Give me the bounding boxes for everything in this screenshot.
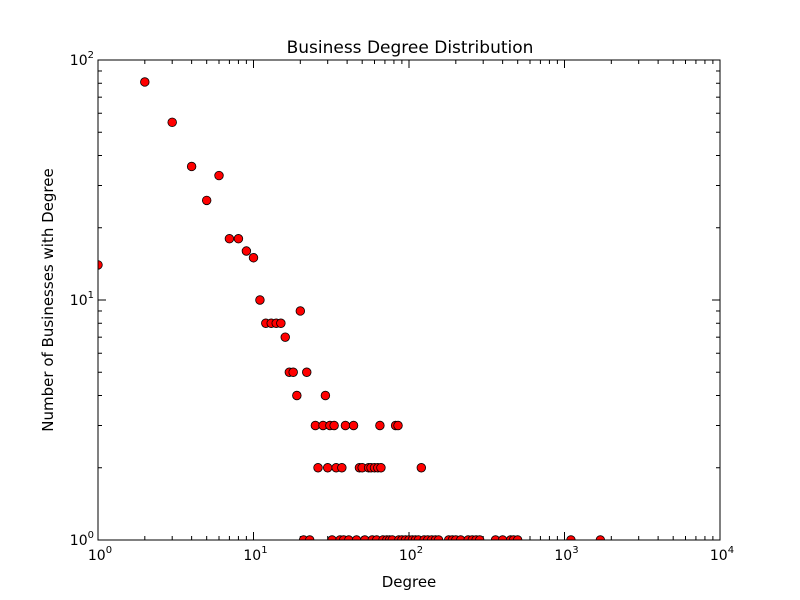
data-point [302, 367, 312, 377]
x-tick-label: 101 [243, 545, 267, 564]
x-tick-label: 100 [88, 545, 112, 564]
data-point [276, 318, 286, 328]
plot-area: 100 101 102 103 104 100 101 102 [70, 50, 734, 564]
data-point [320, 390, 331, 401]
data-point [416, 463, 427, 473]
data-point [186, 161, 197, 172]
chart-title: Business Degree Distribution [287, 38, 534, 58]
data-point [305, 535, 315, 540]
data-point [280, 332, 290, 342]
data-point [322, 463, 333, 473]
data-points [98, 77, 606, 540]
data-point [224, 234, 235, 244]
x-tick-label: 104 [710, 545, 734, 564]
data-point [233, 234, 244, 244]
data-point [475, 535, 485, 540]
x-axis-label: Degree [382, 573, 437, 591]
data-point [433, 535, 444, 540]
y-tick-label: 100 [70, 530, 94, 549]
data-point [248, 253, 259, 263]
data-point [140, 77, 150, 87]
data-point [214, 170, 224, 181]
data-point [98, 260, 103, 270]
x-tick-label: 102 [399, 545, 423, 564]
data-point [455, 535, 466, 540]
data-point [566, 535, 576, 540]
data-point [375, 420, 385, 431]
data-point [340, 420, 351, 431]
data-point [167, 117, 177, 128]
data-point [255, 295, 265, 305]
data-point [348, 420, 359, 431]
data-point [360, 535, 370, 540]
data-point [327, 535, 337, 540]
data-point [313, 463, 323, 473]
axes-frame [97, 59, 721, 541]
data-point [497, 535, 508, 540]
data-point [351, 535, 362, 540]
y-tick-label: 101 [70, 290, 94, 309]
data-point [241, 246, 252, 256]
data-point [295, 306, 306, 316]
data-point [376, 463, 386, 473]
data-point [288, 367, 298, 377]
data-point [337, 463, 347, 473]
x-tick-label: 103 [554, 545, 578, 564]
data-point [595, 535, 606, 540]
y-tick-label: 102 [70, 50, 94, 69]
y-axis-label: Number of Businesses with Degree [39, 168, 57, 431]
data-point [292, 390, 302, 401]
data-point [201, 195, 212, 206]
data-point [344, 535, 354, 540]
data-point [393, 420, 403, 431]
data-point [490, 535, 501, 540]
data-point [329, 420, 339, 431]
data-point [512, 535, 523, 540]
